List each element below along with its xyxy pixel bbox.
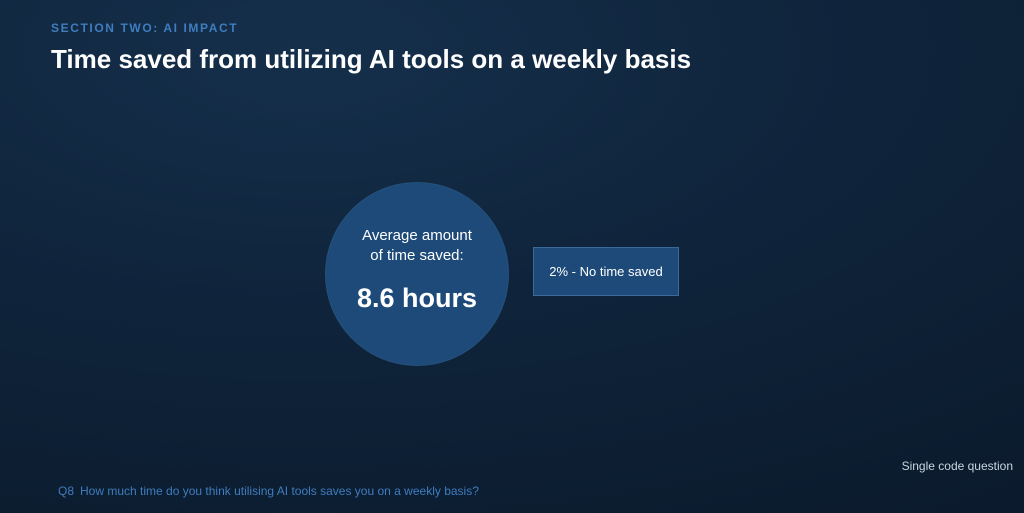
caption-line-1: Average amount [362,227,472,244]
average-time-circle: Average amount of time saved: 8.6 hours [325,182,509,366]
section-label: SECTION TWO: AI IMPACT [51,21,239,35]
page-title: Time saved from utilizing AI tools on a … [51,44,692,74]
average-time-caption: Average amount of time saved: [325,226,509,266]
no-time-saved-box: 2% - No time saved [533,247,679,296]
question-type-label: Single code question [901,459,1013,473]
question-number: Q8 [58,484,75,498]
question-text: How much time do you think utilising AI … [80,484,479,498]
question-footnote: Q8 How much time do you think utilising A… [58,484,479,498]
caption-line-2: of time saved: [370,247,464,264]
average-time-value: 8.6 hours [356,283,478,313]
